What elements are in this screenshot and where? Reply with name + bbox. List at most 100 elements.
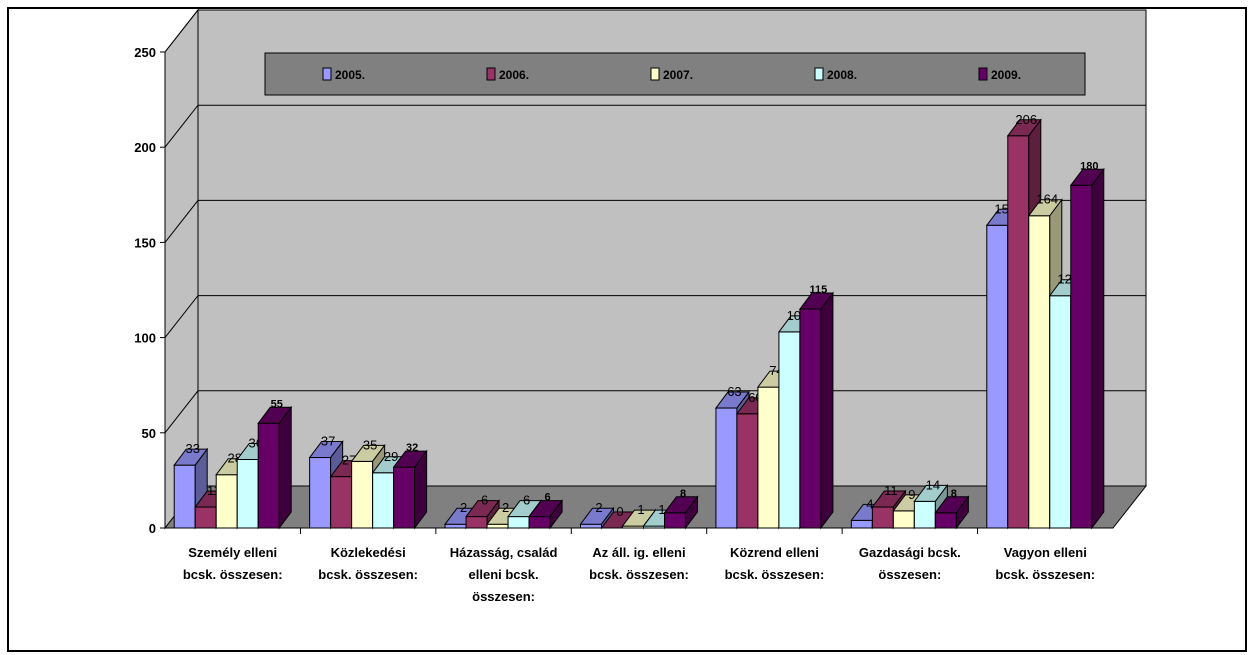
bar-side (414, 449, 428, 530)
legend-item: 2009. (978, 67, 1021, 82)
data-label: 55 (271, 398, 283, 410)
bar-front (393, 466, 416, 529)
x-tick-label: Az áll. ig. elleni (592, 545, 685, 560)
bar-front (309, 457, 332, 529)
legend-swatch (486, 67, 496, 81)
x-tick-label: bcsk. összesen: (995, 567, 1095, 582)
x-tick-label: bcsk. összesen: (318, 567, 418, 582)
legend-label: 2005. (335, 68, 365, 82)
x-tick-label: Közlekedési (331, 545, 406, 560)
data-label: 0 (616, 504, 623, 519)
legend-swatch (650, 67, 660, 81)
bar-front (1007, 135, 1030, 529)
y-tick-label: 200 (134, 140, 156, 155)
y-tick-label: 50 (142, 426, 156, 441)
bar-front (913, 500, 936, 529)
x-tick-label: összesen: (472, 589, 535, 604)
x-tick-label: Személy elleni (188, 545, 277, 560)
bar-front (465, 516, 488, 529)
bar-front (778, 331, 801, 529)
data-label: 37 (321, 434, 335, 449)
bar-side (1091, 167, 1105, 530)
data-label: 180 (1080, 160, 1098, 172)
data-label: 164 (1036, 192, 1058, 207)
bar-front (736, 413, 759, 529)
data-label: 6 (481, 493, 488, 508)
legend-label: 2007. (663, 68, 693, 82)
data-label: 2 (460, 500, 467, 515)
data-label: 206 (1015, 112, 1037, 127)
data-label: 1 (637, 502, 644, 517)
bar-front (257, 422, 280, 529)
bar-side (685, 495, 698, 530)
bar-side (278, 405, 292, 530)
bar-side (549, 499, 563, 530)
bar-front (372, 472, 395, 529)
data-label: 63 (727, 384, 741, 399)
bar-front (236, 458, 259, 529)
bar (934, 495, 970, 530)
bar (528, 499, 564, 530)
legend-swatch (978, 67, 988, 81)
legend-swatch (322, 67, 332, 81)
legend-label: 2006. (499, 68, 529, 82)
data-label: 8 (951, 488, 957, 500)
gridline (164, 199, 1146, 243)
data-label: 14 (926, 477, 940, 492)
bar-side (820, 291, 834, 530)
data-label: 2 (595, 500, 602, 515)
y-tick-label: 0 (149, 521, 156, 536)
data-label: 33 (185, 441, 199, 456)
bar (392, 449, 428, 530)
x-tick-label: Közrend elleni (730, 545, 819, 560)
y-tick-label: 250 (134, 45, 156, 60)
bar-front (892, 510, 915, 529)
bar-front (528, 516, 551, 529)
legend-box (264, 52, 1086, 96)
bar-front (351, 460, 374, 529)
data-label: 4 (866, 496, 873, 511)
bar-front (757, 386, 780, 529)
legend: 2005. 2006. 2007. 2008. 2009. (264, 52, 1086, 96)
bar-front (934, 512, 957, 529)
bar-front (194, 506, 217, 529)
x-tick-label: bcsk. összesen: (589, 567, 689, 582)
bar-front (1070, 184, 1093, 529)
gridline (164, 9, 1146, 53)
legend-item: 2007. (650, 67, 693, 82)
x-tick-label: bcsk. összesen: (725, 567, 825, 582)
bar-front (444, 523, 467, 529)
bar (663, 495, 699, 530)
bar (1069, 167, 1105, 530)
bar (257, 405, 293, 530)
legend-label: 2008. (827, 68, 857, 82)
bar (579, 506, 615, 530)
data-label: 32 (406, 442, 418, 454)
x-tick-label: összesen: (878, 567, 941, 582)
data-label: 1 (658, 502, 665, 517)
bar-front (486, 523, 509, 529)
bar-front (799, 308, 822, 529)
data-label: 115 (810, 284, 828, 296)
legend-swatch (814, 67, 824, 81)
data-label: 29 (384, 449, 398, 464)
legend-item: 2005. (322, 67, 365, 82)
x-tick-label: Vagyon elleni (1004, 545, 1087, 560)
bar-front (664, 512, 686, 529)
data-label: 8 (680, 488, 686, 500)
bar-front (1028, 215, 1051, 529)
bar-front (986, 224, 1009, 529)
data-label: 2 (502, 500, 509, 515)
bar-front (850, 519, 873, 529)
bar-front (1049, 295, 1072, 529)
data-label: 35 (363, 437, 377, 452)
x-tick-label: bcsk. összesen: (183, 567, 283, 582)
gridline (164, 104, 1146, 148)
bar (798, 291, 834, 530)
bar-front (215, 474, 238, 529)
data-label: 9 (908, 487, 915, 502)
legend-item: 2008. (814, 67, 857, 82)
data-label: 6 (523, 493, 530, 508)
